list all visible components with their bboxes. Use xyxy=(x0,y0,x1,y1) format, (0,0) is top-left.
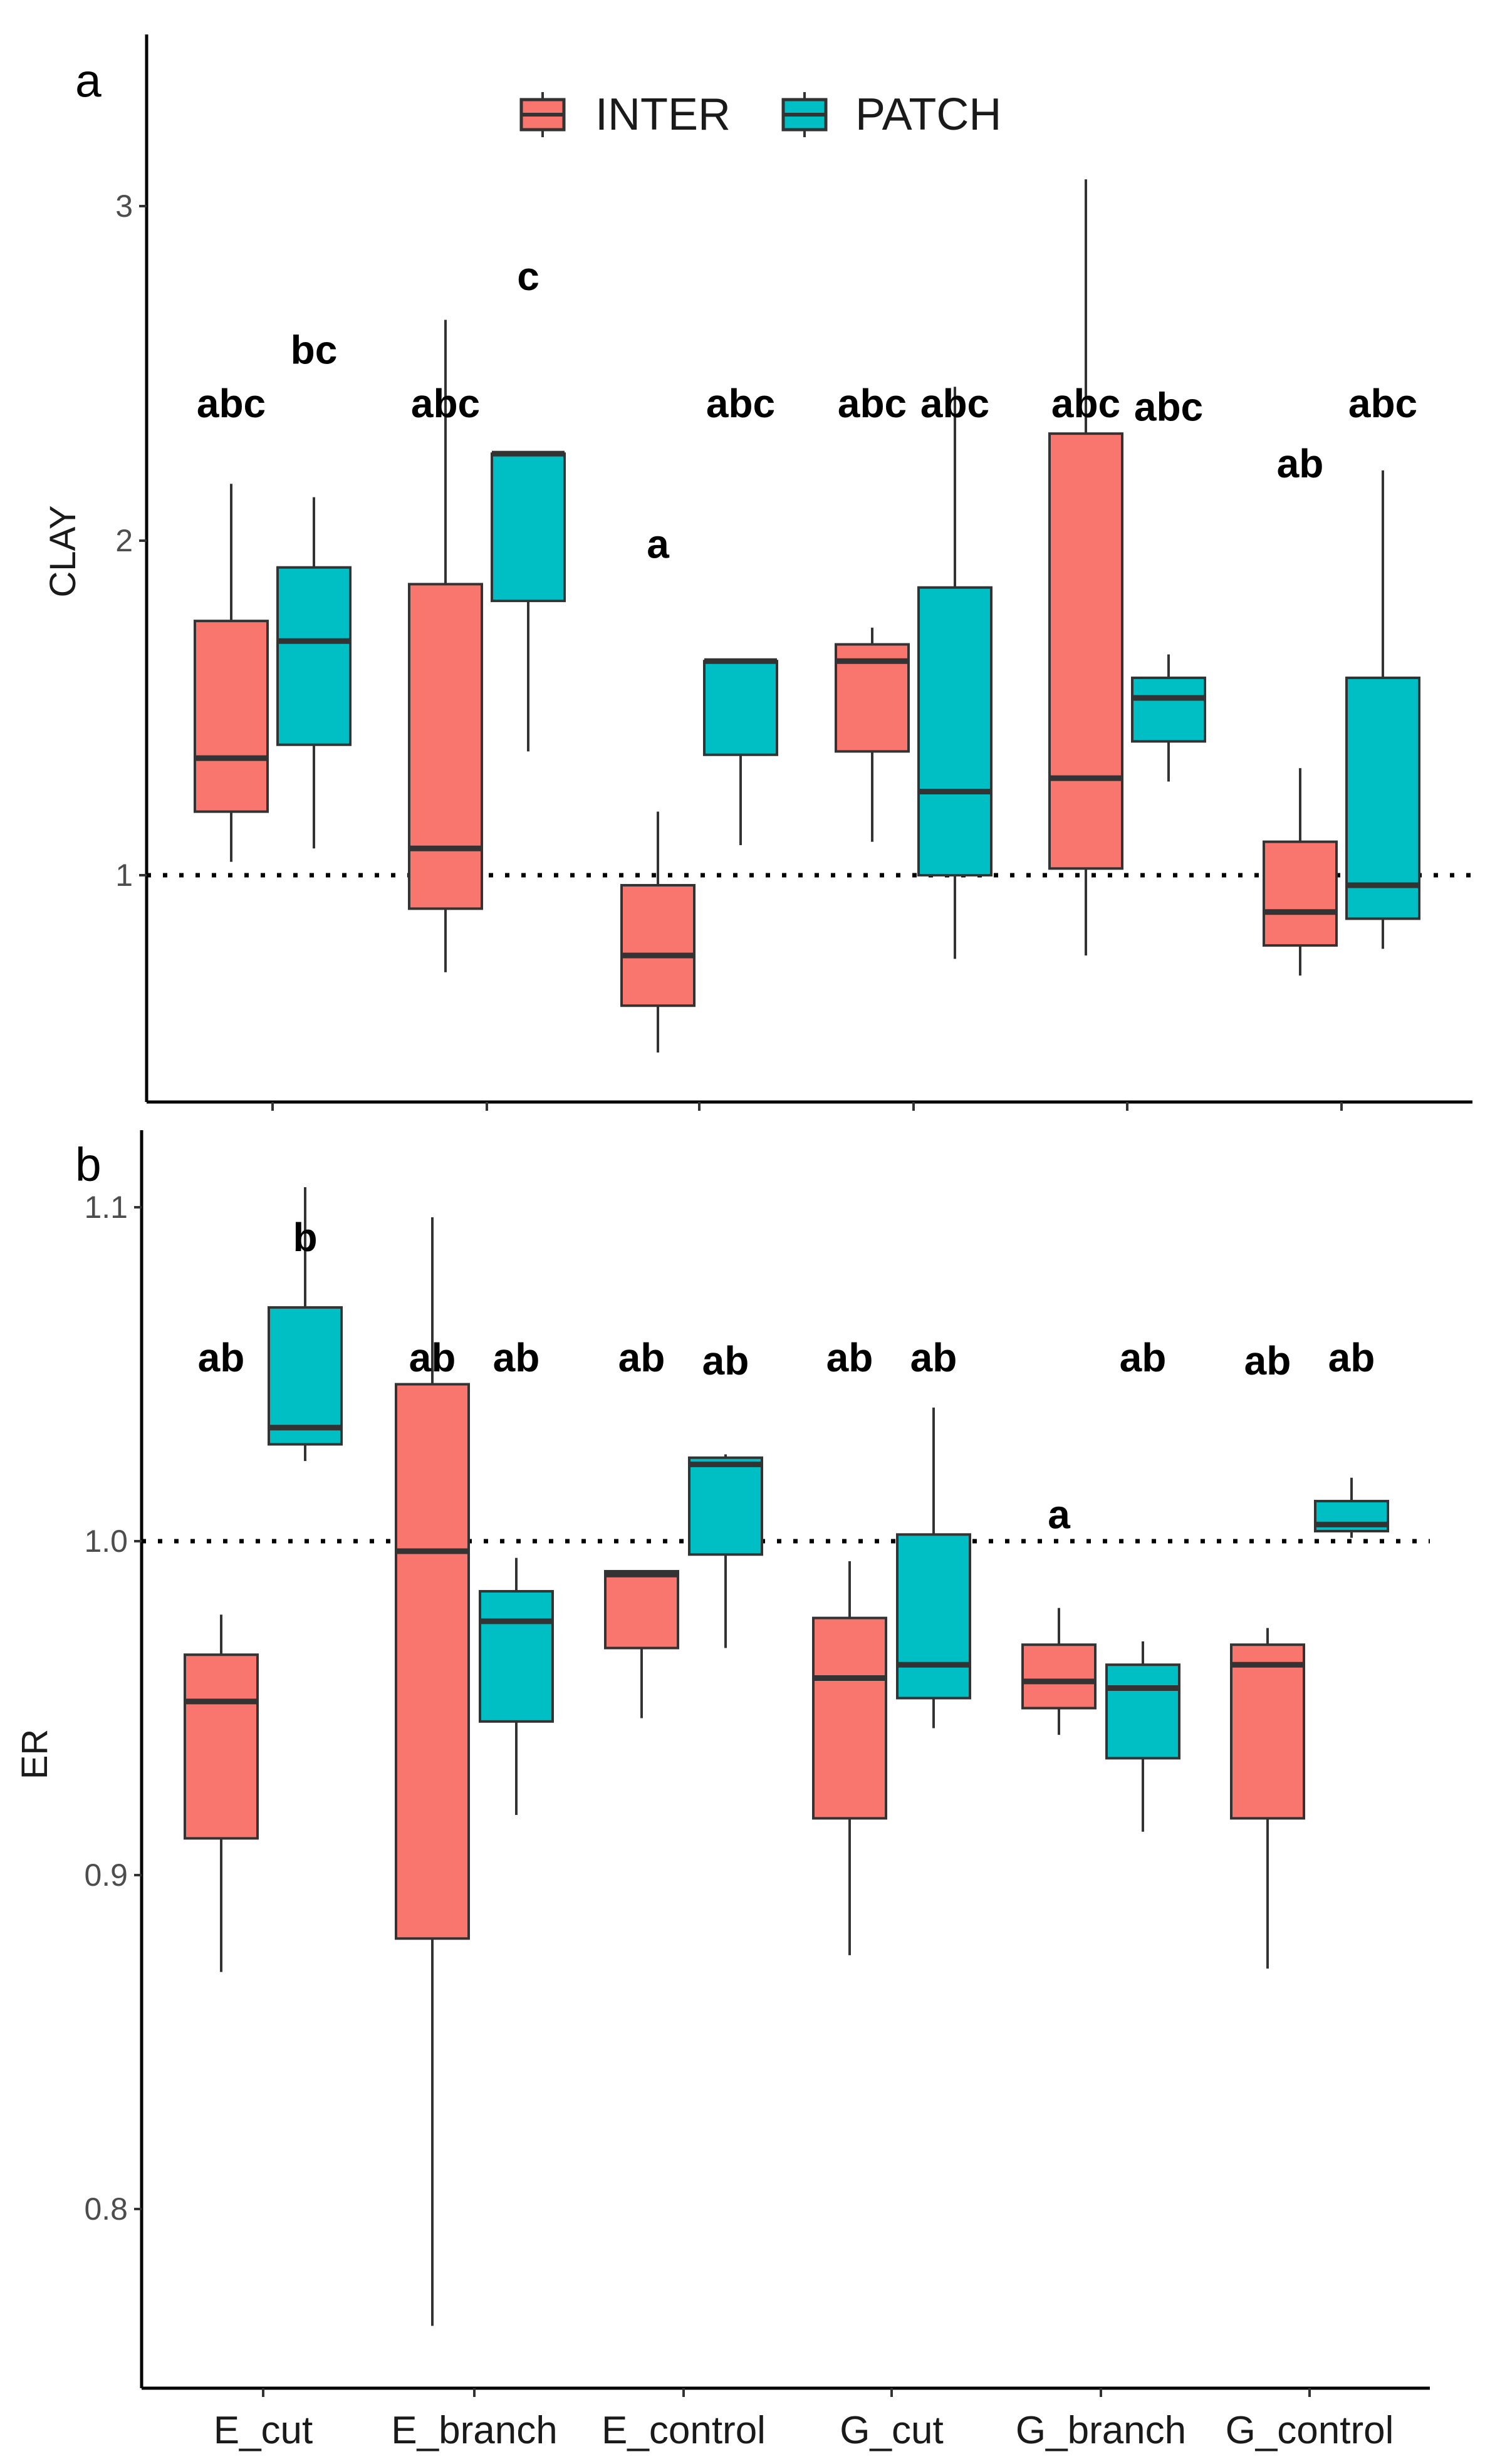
panel-label: b xyxy=(75,1138,102,1190)
box-iqr xyxy=(917,586,993,876)
box-iqr xyxy=(812,1616,887,1820)
x-tick-label: G_control xyxy=(1226,2409,1394,2452)
box-inter-G_branch: abc xyxy=(1048,179,1123,956)
y-tick-label: 1.0 xyxy=(84,1524,128,1559)
box-patch-G_control: ab xyxy=(1314,1335,1389,1538)
significance-letter: a xyxy=(647,521,669,566)
box-patch-G_control: abc xyxy=(1345,381,1420,949)
box-iqr xyxy=(479,1589,554,1723)
x-tick-label: E_control xyxy=(602,2409,766,2452)
x-tick-label: G_branch xyxy=(1016,2409,1186,2452)
legend-key-inter xyxy=(519,92,566,137)
y-tick-label: 2 xyxy=(115,523,133,558)
box-patch-E_branch: c xyxy=(491,254,566,752)
significance-letter: abc xyxy=(838,381,907,426)
box-inter-G_cut: abc xyxy=(835,381,910,842)
box-inter-E_control: ab xyxy=(604,1335,679,1718)
significance-letter: a xyxy=(1048,1492,1070,1537)
significance-letter: ab xyxy=(1328,1335,1375,1380)
box-iqr xyxy=(688,1456,763,1556)
box-iqr xyxy=(395,1383,470,1940)
legend: INTER PATCH xyxy=(519,90,1001,140)
y-axis-title: ER xyxy=(14,1729,55,1780)
significance-letter: ab xyxy=(198,1335,245,1380)
box-inter-G_cut: ab xyxy=(812,1335,887,1955)
box-inter-G_branch: a xyxy=(1021,1492,1097,1735)
significance-letter: ab xyxy=(1277,441,1324,486)
significance-letter: ab xyxy=(1120,1335,1167,1380)
box-iqr xyxy=(703,660,778,756)
box-iqr xyxy=(1263,840,1338,947)
box-patch-E_control: abc xyxy=(703,381,778,845)
box-iqr xyxy=(1230,1643,1305,1820)
significance-letter: ab xyxy=(409,1335,456,1380)
box-iqr xyxy=(184,1653,259,1840)
box-patch-G_cut: ab xyxy=(896,1335,971,1728)
y-tick-label: 1 xyxy=(115,858,133,893)
box-inter-E_branch: abc xyxy=(408,320,483,972)
significance-letter: ab xyxy=(1244,1338,1291,1383)
box-iqr xyxy=(1131,676,1206,743)
legend-label: PATCH xyxy=(855,90,1001,140)
panel-b: b ER 0.8 0.9 1.0 1.1 E_cut E_branch E_control G_c… xyxy=(14,1130,1430,2452)
legend-label: INTER xyxy=(595,90,731,140)
box-iqr xyxy=(408,583,483,910)
box-patch-E_cut: bc xyxy=(276,328,352,849)
box-iqr xyxy=(276,566,352,746)
box-inter-E_control: a xyxy=(620,521,696,1053)
significance-letter: ab xyxy=(618,1335,665,1380)
significance-letter: abc xyxy=(1348,381,1417,426)
significance-letter: abc xyxy=(1051,381,1120,426)
significance-letter: ab xyxy=(493,1335,540,1380)
y-tick-label: 1.1 xyxy=(84,1190,128,1225)
y-tick-label: 3 xyxy=(115,189,133,224)
significance-letter: abc xyxy=(411,381,480,426)
box-inter-G_control: ab xyxy=(1263,441,1338,976)
x-tick-label: E_branch xyxy=(391,2409,557,2452)
box-iqr xyxy=(620,884,696,1007)
significance-letter: abc xyxy=(1134,384,1203,429)
box-patch-E_control: ab xyxy=(688,1338,763,1648)
significance-letter: bc xyxy=(291,328,338,373)
y-tick-label: 0.8 xyxy=(84,2191,128,2227)
significance-letter: c xyxy=(517,254,539,299)
box-iqr xyxy=(1105,1663,1180,1760)
box-iqr xyxy=(896,1533,971,1700)
box-patch-E_cut: b xyxy=(268,1187,343,1462)
box-inter-E_cut: abc xyxy=(194,381,269,862)
panel-label: a xyxy=(75,54,102,107)
significance-letter: abc xyxy=(706,381,775,426)
y-tick-label: 0.9 xyxy=(84,1858,128,1893)
box-patch-G_branch: abc xyxy=(1131,384,1206,782)
box-iqr xyxy=(604,1569,679,1650)
significance-letter: b xyxy=(293,1215,317,1260)
y-axis-title: CLAY xyxy=(43,505,83,597)
legend-key-patch xyxy=(781,92,828,137)
significance-letter: abc xyxy=(920,381,989,426)
box-patch-E_branch: ab xyxy=(479,1335,554,1816)
box-inter-E_branch: ab xyxy=(395,1217,470,2326)
significance-letter: abc xyxy=(197,381,266,426)
box-patch-G_branch: ab xyxy=(1105,1335,1180,1832)
x-tick-label: E_cut xyxy=(214,2409,313,2452)
significance-letter: ab xyxy=(702,1338,749,1383)
significance-letter: ab xyxy=(910,1335,957,1380)
box-iqr xyxy=(268,1306,343,1446)
significance-letter: ab xyxy=(826,1335,873,1380)
x-tick-label: G_cut xyxy=(840,2409,943,2452)
box-iqr xyxy=(194,620,269,813)
box-inter-E_cut: ab xyxy=(184,1335,259,1972)
box-iqr xyxy=(1345,676,1420,920)
box-inter-G_control: ab xyxy=(1230,1338,1305,1969)
box-iqr xyxy=(1048,432,1123,870)
box-iqr xyxy=(1021,1643,1097,1710)
box-iqr xyxy=(491,452,566,603)
box-patch-G_cut: abc xyxy=(917,381,993,959)
